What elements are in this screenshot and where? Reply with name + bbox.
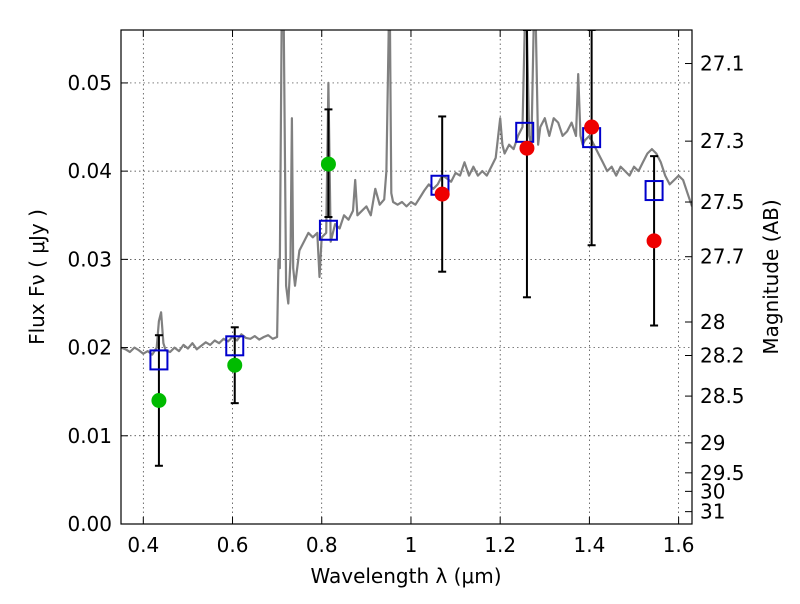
ticks: 0.4 0.6 0.8 1 1.2 1.4 1.6 0.00 0.01 0.02 0.03 0.04 0… [67, 30, 745, 557]
right-tick-label: 27.1 [700, 52, 745, 76]
labels: Wavelength λ (μm) Flux Fν ( μJy ) Magnit… [25, 199, 783, 588]
right-tick-label: 31 [700, 500, 725, 524]
model-box [225, 335, 245, 357]
right-tick-label: 29.5 [700, 461, 745, 485]
green-data-point [227, 357, 243, 373]
model-box [644, 180, 664, 202]
y-tick-label: 0.00 [67, 512, 112, 536]
x-tick-label: 1.6 [663, 533, 695, 557]
plot-background [121, 30, 692, 524]
x-tick-label: 0.6 [217, 533, 249, 557]
x-tick-label: 1.4 [573, 533, 605, 557]
right-tick-label: 27.5 [700, 190, 745, 214]
right-tick-label: 27.3 [700, 129, 745, 153]
x-axis-label: Wavelength λ (μm) [310, 564, 501, 588]
y-axis-label: Flux Fν ( μJy ) [25, 209, 49, 345]
right-tick-label: 30 [700, 479, 725, 503]
y-tick-label: 0.05 [67, 71, 112, 95]
y-tick-label: 0.02 [67, 336, 112, 360]
red-data-point [584, 119, 600, 135]
right-tick-label: 27.7 [700, 245, 745, 269]
right-tick-label: 28.2 [700, 344, 745, 368]
right-tick-label: 29 [700, 431, 725, 455]
model-box [318, 219, 338, 241]
x-tick-label: 0.4 [127, 533, 159, 557]
red-data-point [646, 233, 662, 249]
y-tick-label: 0.01 [67, 424, 112, 448]
plot-frame [120, 29, 693, 525]
right-tick-label: 28 [700, 310, 725, 334]
data-layer [121, 30, 692, 467]
red-data-point [519, 140, 535, 156]
y-axis-right-label: Magnitude (AB) [759, 199, 783, 354]
green-data-point [320, 156, 336, 172]
x-tick-label: 1.2 [484, 533, 516, 557]
x-tick-label: 0.8 [306, 533, 338, 557]
model-box [149, 349, 169, 371]
right-tick-label: 28.5 [700, 384, 745, 408]
y-tick-label: 0.04 [67, 159, 112, 183]
y-tick-label: 0.03 [67, 247, 112, 271]
red-data-point [434, 186, 450, 202]
x-tick-label: 1 [405, 533, 418, 557]
green-data-point [151, 393, 167, 408]
